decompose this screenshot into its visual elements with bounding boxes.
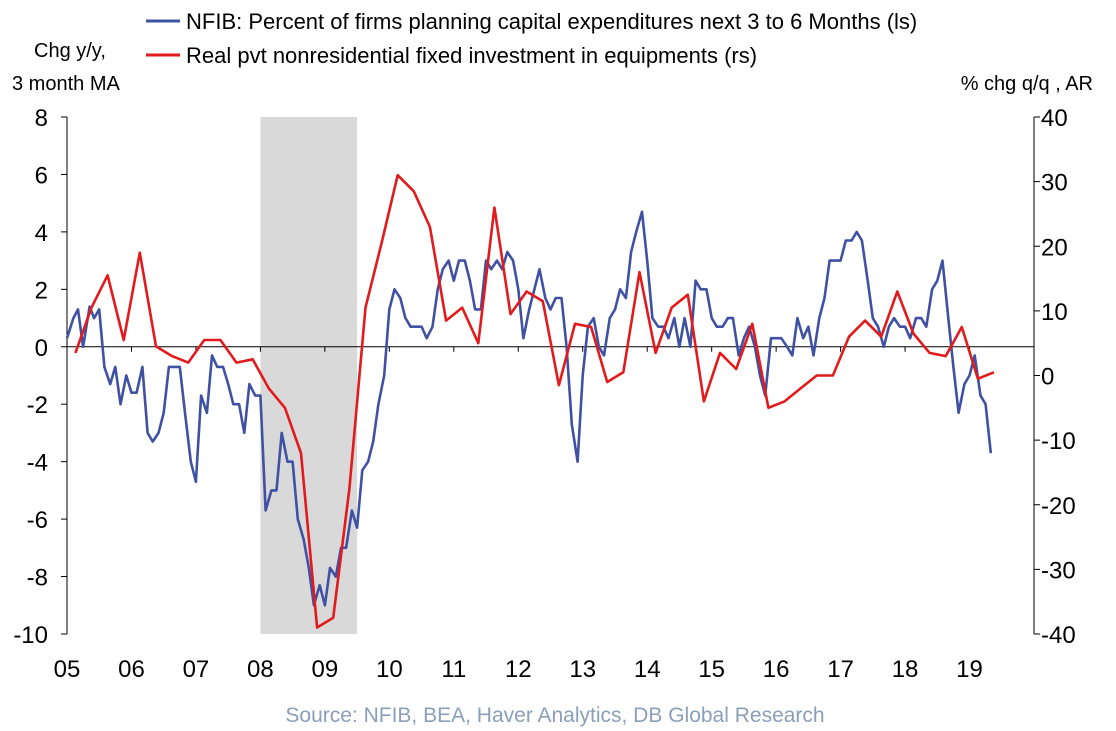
left-tick-label: -10 [13,622,48,649]
left-axis-title-line1: Chg y/y, [34,40,106,62]
left-tick-label: -6 [27,507,48,534]
legend-label-nfib: NFIB: Percent of firms planning capital … [186,9,917,34]
x-tick-label: 12 [505,656,532,683]
right-tick-label: 20 [1041,234,1068,261]
series-line-nfib [65,210,993,607]
right-tick-label: -10 [1041,428,1076,455]
right-axis-title: % chg q/q , AR [961,73,1093,95]
right-tick-label: 40 [1041,105,1068,132]
x-tick-label: 17 [827,656,854,683]
x-tick-label: 06 [118,656,145,683]
x-tick-label: 09 [312,656,339,683]
recession-band [260,117,358,634]
series-lines [65,173,995,629]
left-tick-label: 8 [35,105,48,132]
x-tick-label: 05 [54,656,81,683]
series-line-equipment [74,173,995,629]
x-tick-label: 08 [247,656,274,683]
left-tick-label: 0 [35,335,48,362]
x-tick-label: 07 [183,656,210,683]
x-tick-label: 16 [763,656,790,683]
left-tick-label: -4 [27,450,48,477]
x-tick-label: 18 [892,656,919,683]
left-tick-label: 6 [35,162,48,189]
right-tick-label: -30 [1041,557,1076,584]
left-tick-label: -2 [27,392,48,419]
source-note: Source: NFIB, BEA, Haver Analytics, DB G… [285,704,824,727]
x-tick-label: 14 [634,656,661,683]
right-tick-label: 10 [1041,299,1068,326]
x-tick-label: 19 [956,656,983,683]
axes [61,116,1040,635]
legend: NFIB: Percent of firms planning capital … [146,9,917,68]
x-tick-label: 10 [376,656,403,683]
x-tick-label: 15 [698,656,725,683]
x-tick-label: 13 [569,656,596,683]
left-axis-title-line2: 3 month MA [12,73,120,95]
right-tick-label: -20 [1041,493,1076,520]
left-tick-label: 4 [35,220,48,247]
right-tick-label: 0 [1041,364,1054,391]
x-tick-label: 11 [441,656,466,683]
left-tick-label: -8 [27,565,48,592]
left-tick-label: 2 [35,277,48,304]
legend-label-equipment: Real pvt nonresidential fixed investment… [186,43,757,68]
right-tick-label: -40 [1041,622,1076,649]
right-tick-label: 30 [1041,170,1068,197]
